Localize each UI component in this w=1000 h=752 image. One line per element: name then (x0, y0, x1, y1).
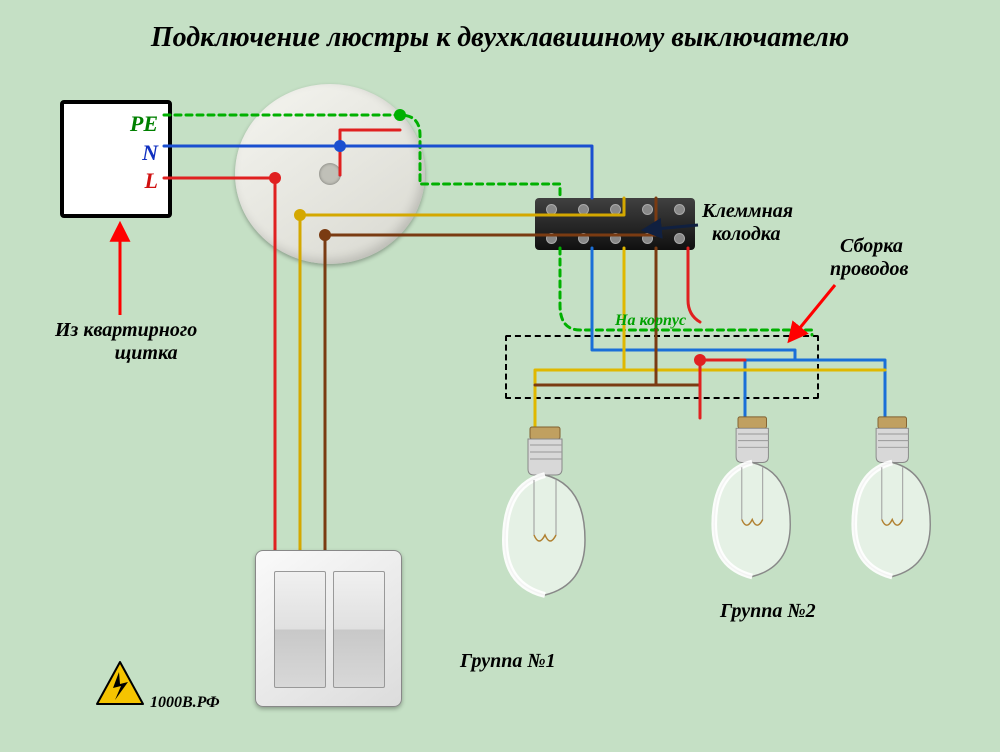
hazard-icon (95, 660, 145, 708)
label-wire-assembly: Сборка проводов (830, 235, 908, 281)
wire-node (319, 229, 331, 241)
light-bulb-2 (700, 415, 805, 601)
wire-node (294, 209, 306, 221)
light-bulb-1 (490, 425, 600, 620)
wire-node (334, 140, 346, 152)
label-group2: Группа №2 (720, 600, 816, 623)
wire-node (269, 172, 281, 184)
wire-node (394, 109, 406, 121)
label-panel-source: Из квартирного щитка (55, 319, 197, 365)
credit-text: 1000В.РФ (150, 694, 220, 712)
wire-node (694, 354, 706, 366)
label-terminal: Клеммная колодка (702, 200, 793, 246)
diagram-root: { "meta": {"width":1000,"height":752,"ba… (0, 0, 1000, 752)
double-switch (255, 550, 402, 707)
label-group1: Группа №1 (460, 650, 556, 673)
wiring-layer (0, 0, 1000, 752)
switch-rocker-2 (333, 571, 385, 688)
light-bulb-3 (840, 415, 945, 601)
switch-rocker-1 (274, 571, 326, 688)
label-to-case: На корпус (615, 312, 686, 330)
